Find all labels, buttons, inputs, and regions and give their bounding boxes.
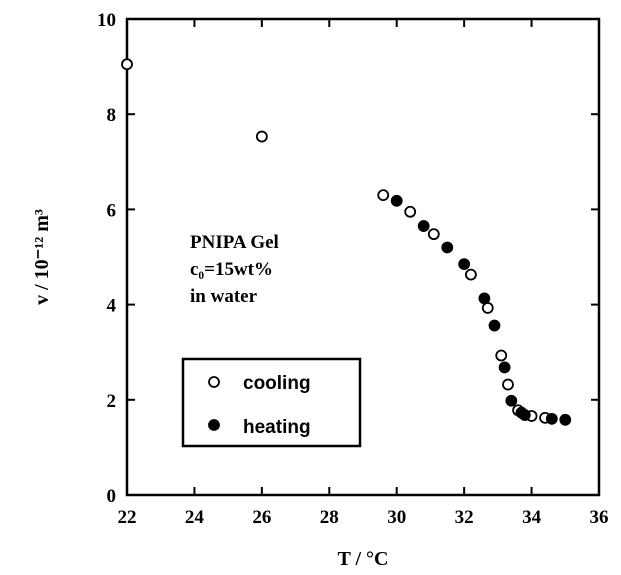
legend-marker-cooling	[208, 376, 220, 388]
legend-marker-heating	[208, 419, 220, 431]
legend-box	[181, 357, 362, 448]
cooling-point	[502, 378, 514, 391]
heating-point	[441, 241, 454, 254]
x-tick-label: 30	[387, 507, 406, 528]
plot-frame	[125, 17, 601, 497]
heating-point	[559, 413, 572, 426]
x-tick-label: 28	[320, 507, 339, 528]
cooling-point	[495, 349, 508, 362]
y-tick-label: 2	[107, 391, 117, 412]
heating-point	[458, 258, 471, 271]
annotation-line-3: in water	[190, 286, 258, 307]
cooling-point	[404, 205, 417, 218]
heating-point	[478, 292, 491, 305]
legend-label-cooling: cooling	[243, 373, 311, 394]
heating-point	[390, 194, 403, 207]
cooling-point	[481, 302, 494, 314]
y-tick-label: 10	[97, 10, 116, 31]
heating-point	[498, 361, 511, 374]
x-tick-label: 32	[455, 507, 474, 528]
annotation-line-2: c₀=15wt%	[190, 259, 273, 280]
heating-point	[545, 412, 558, 425]
x-tick-label: 24	[185, 507, 205, 528]
x-tick-label: 26	[252, 507, 271, 528]
y-tick-label: 0	[107, 486, 117, 507]
cooling-point	[255, 130, 268, 143]
heating-point	[417, 220, 430, 232]
heating-point	[505, 394, 518, 407]
data-points	[121, 58, 572, 426]
x-tick-label: 34	[522, 507, 542, 528]
legend: cooling heating	[181, 357, 362, 448]
x-tick-label: 36	[590, 507, 609, 528]
x-tick-label: 22	[118, 507, 137, 528]
heating-point	[488, 319, 501, 332]
heating-point	[518, 409, 531, 421]
y-tick-label: 6	[107, 200, 117, 221]
y-axis-title: v / 10⁻¹² m³	[31, 209, 53, 305]
cooling-point	[427, 228, 440, 241]
y-tick-label: 4	[107, 296, 117, 317]
annotation: PNIPA Gel c₀=15wt% in water	[190, 232, 279, 307]
axis-ticks	[126, 18, 600, 496]
y-tick-label: 8	[107, 105, 117, 126]
cooling-point	[377, 189, 390, 202]
annotation-line-1: PNIPA Gel	[190, 232, 279, 253]
legend-label-heating: heating	[243, 417, 311, 438]
cooling-point	[464, 268, 477, 281]
cooling-point	[121, 58, 133, 71]
x-axis-title: T / °C	[338, 548, 389, 570]
